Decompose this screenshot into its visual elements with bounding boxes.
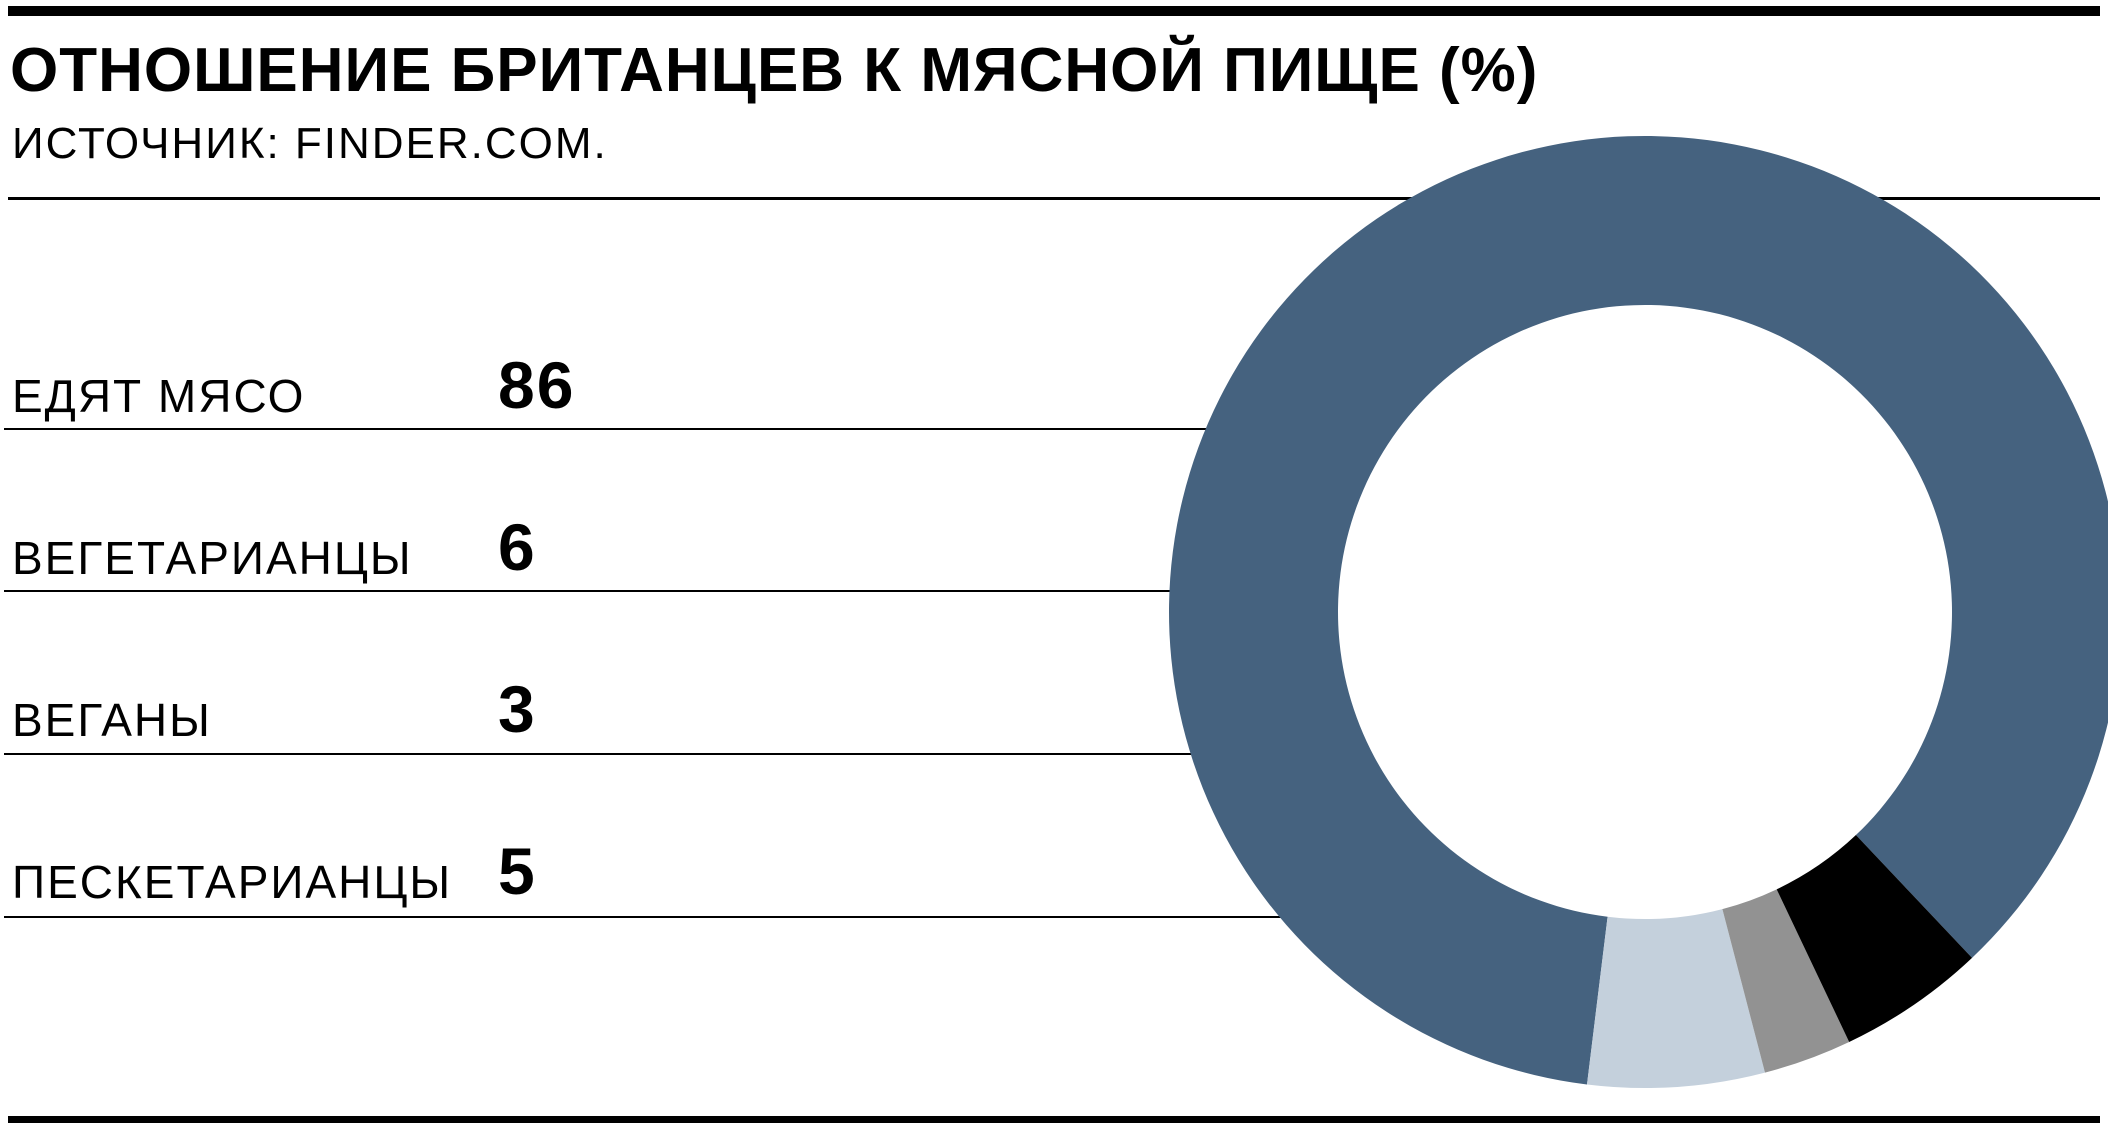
legend-label-meat-eaters: ЕДЯТ МЯСО xyxy=(12,370,306,422)
value-label-vegans: 3 xyxy=(498,672,537,746)
legend-label-pescatarians: ПЕСКЕТАРИАНЦЫ xyxy=(12,856,453,908)
top-rule xyxy=(8,6,2100,16)
value-label-vegetarians: 6 xyxy=(498,510,537,584)
chart-source: ИСТОЧНИК: FINDER.COM. xyxy=(12,119,608,168)
bottom-rule xyxy=(8,1116,2100,1123)
leader-line-vegans xyxy=(4,753,1238,755)
leader-line-meat-eaters xyxy=(4,428,1304,430)
leader-line-pescatarians xyxy=(4,916,1310,918)
donut-slice-vegetarians xyxy=(1586,909,1765,1088)
chart-title: ОТНОШЕНИЕ БРИТАНЦЕВ К МЯСНОЙ ПИЩЕ (%) xyxy=(10,36,1539,105)
value-label-meat-eaters: 86 xyxy=(498,348,576,422)
donut-slice-vegans xyxy=(1722,889,1850,1073)
header-divider xyxy=(8,197,2100,200)
leader-line-vegetarians xyxy=(4,590,1240,592)
donut-slice-meat-eaters xyxy=(1169,136,2108,1085)
value-label-pescatarians: 5 xyxy=(498,834,537,908)
donut-slice-pescatarians xyxy=(1776,835,1973,1042)
legend-label-vegetarians: ВЕГЕТАРИАНЦЫ xyxy=(12,532,413,584)
legend-label-vegans: ВЕГАНЫ xyxy=(12,694,212,746)
